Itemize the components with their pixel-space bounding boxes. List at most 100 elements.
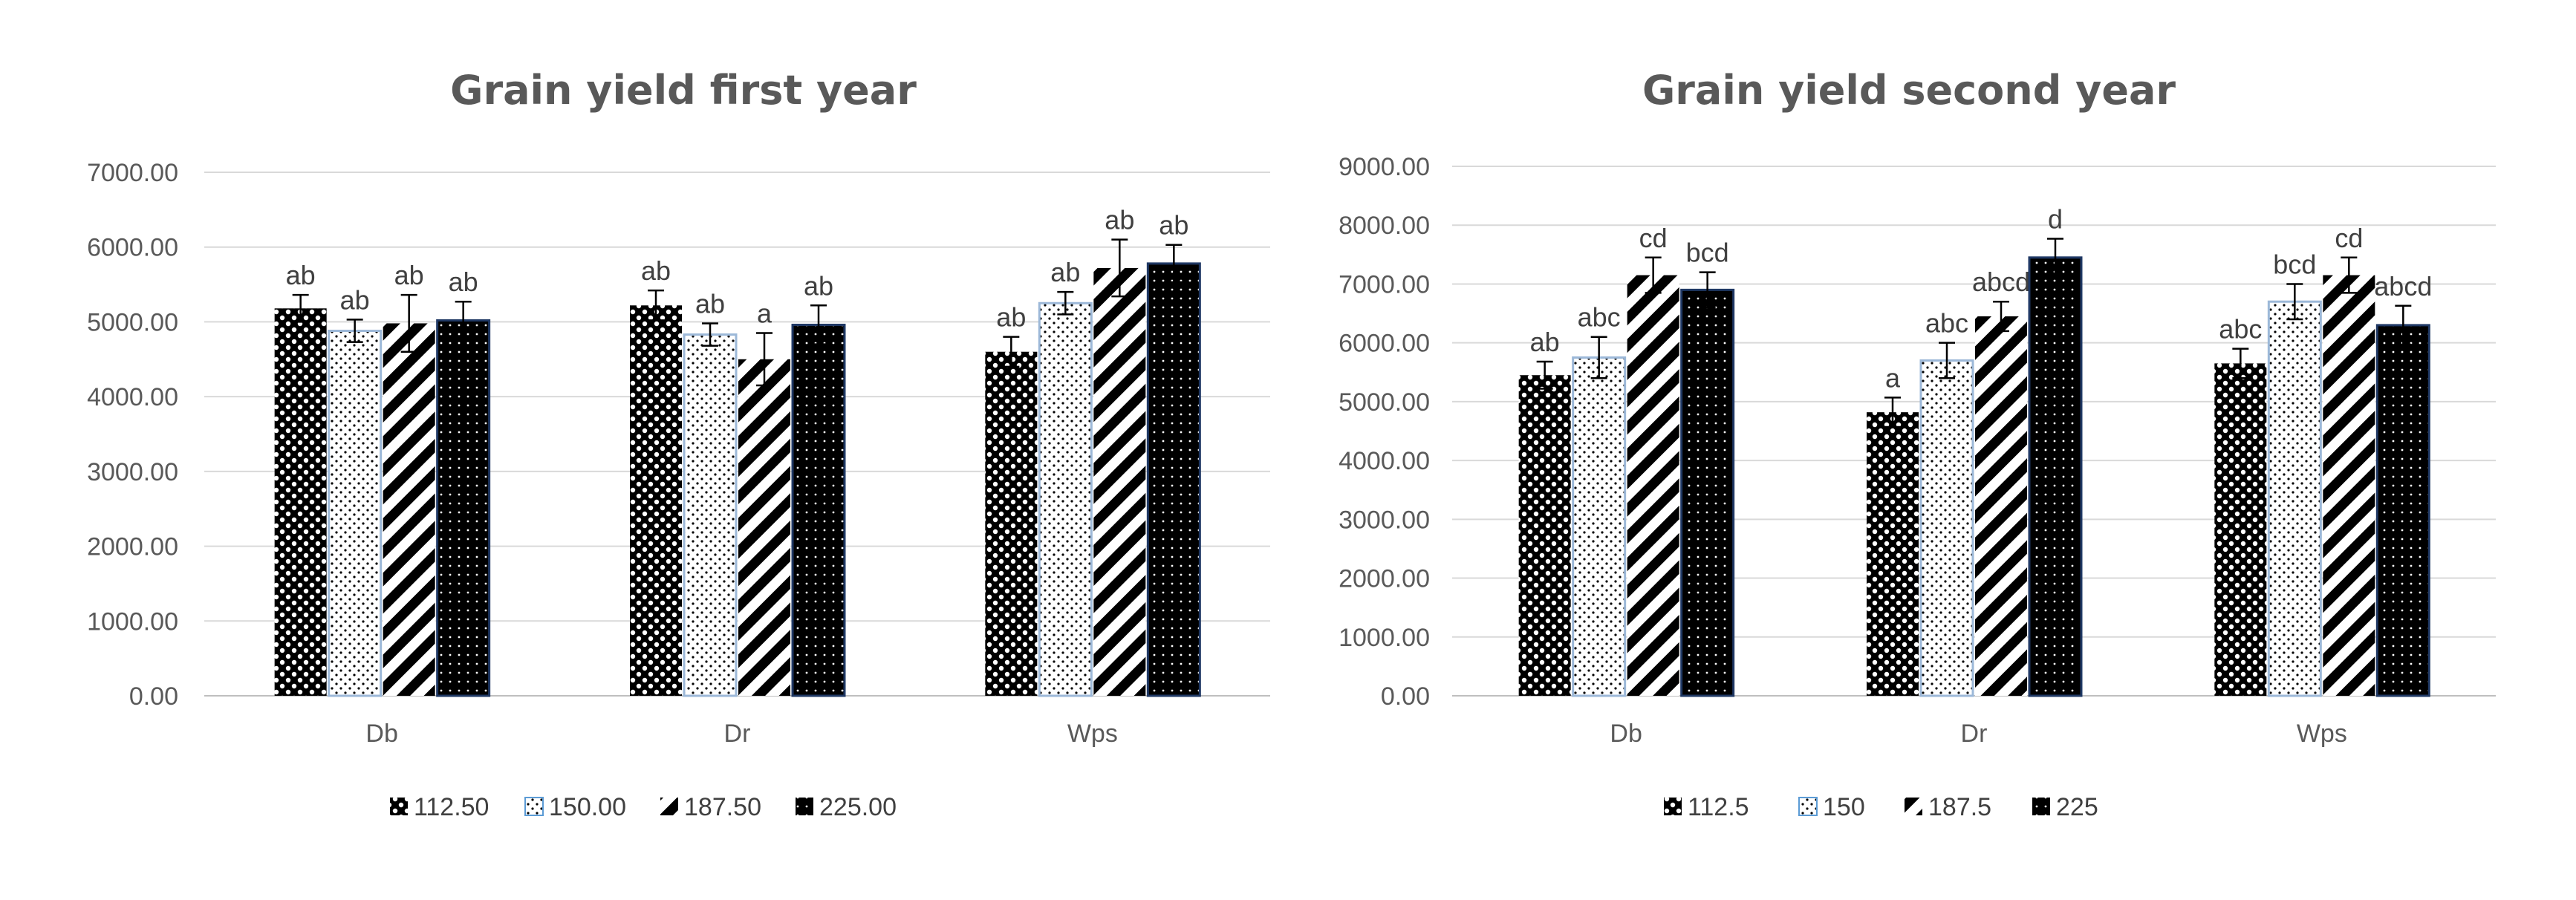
bar <box>1680 288 1735 697</box>
significance-label: ab <box>996 302 1026 333</box>
y-tick-label: 2000.00 <box>1339 565 1430 593</box>
bar <box>1975 316 2027 696</box>
y-tick-label: 6000.00 <box>1339 330 1430 358</box>
significance-label: a <box>757 299 773 329</box>
legend-label: 112.5 <box>1688 793 1749 821</box>
x-tick-label: Dr <box>1961 720 1988 748</box>
legend-label: 112.50 <box>414 793 489 821</box>
legend-swatch <box>1664 798 1682 815</box>
significance-label: d <box>2048 203 2063 234</box>
legend-label: 187.5 <box>1928 793 1991 821</box>
legend-swatch <box>390 798 408 815</box>
x-axis-categories: Db Dr Wps <box>365 720 1117 748</box>
bar <box>1093 267 1146 696</box>
chart-title: Grain yield first year <box>450 67 917 114</box>
y-tick-label: 4000.00 <box>1339 447 1430 475</box>
bar <box>1627 275 1679 696</box>
significance-label: ab <box>286 260 316 290</box>
legend-label: 187.50 <box>684 793 761 821</box>
significance-label: ab <box>804 270 833 301</box>
y-axis-ticks: 0.00 1000.00 2000.00 3000.00 4000.00 5000.00 6… <box>1339 153 1430 711</box>
y-tick-label: 9000.00 <box>1339 153 1430 181</box>
legend-swatch <box>660 798 678 815</box>
x-axis-categories: Db Dr Wps <box>1610 720 2346 748</box>
significance-label: ab <box>1159 210 1188 241</box>
y-tick-label: 7000.00 <box>1339 270 1430 299</box>
y-tick-label: 1000.00 <box>87 607 178 636</box>
significance-label: abc <box>1925 308 1968 339</box>
bar <box>1867 412 1919 696</box>
y-tick-label: 4000.00 <box>87 383 178 411</box>
y-tick-label: 2000.00 <box>87 533 178 561</box>
significance-label: cd <box>1639 223 1668 253</box>
bar <box>436 319 491 697</box>
y-tick-label: 3000.00 <box>1339 506 1430 534</box>
y-tick-label: 5000.00 <box>87 308 178 336</box>
bar <box>1038 301 1093 697</box>
bar <box>683 333 738 697</box>
bar <box>2323 275 2375 696</box>
legend-swatch <box>2032 798 2050 815</box>
y-tick-label: 5000.00 <box>1339 388 1430 417</box>
y-tick-label: 7000.00 <box>87 159 178 187</box>
legend-swatch <box>1798 797 1818 816</box>
legend-label: 150 <box>1823 793 1865 821</box>
bar <box>2214 363 2267 696</box>
significance-label: a <box>1885 362 1901 393</box>
bar <box>2267 300 2322 697</box>
bar <box>738 359 790 696</box>
legend-swatch <box>1905 798 1922 815</box>
y-tick-label: 6000.00 <box>87 234 178 262</box>
significance-label: abcd <box>2374 271 2432 301</box>
bar <box>630 305 682 696</box>
significance-label: ab <box>641 255 671 286</box>
y-axis-ticks: 0.00 1000.00 2000.00 3000.00 4000.00 5000.00 6… <box>87 159 178 711</box>
significance-label: bcd <box>2273 249 2316 279</box>
x-tick-label: Wps <box>2297 720 2347 748</box>
chart-second-year: Grain yield second year 0.00 1000.00 2000.… <box>1339 67 2496 821</box>
bar <box>2028 256 2083 697</box>
y-tick-label: 8000.00 <box>1339 212 1430 240</box>
y-tick-label: 0.00 <box>1381 682 1430 711</box>
x-tick-label: Db <box>1610 720 1642 748</box>
bar <box>1572 356 1627 697</box>
bar <box>328 330 383 697</box>
significance-label: abc <box>2219 314 2262 345</box>
x-tick-label: Db <box>365 720 397 748</box>
significance-label: ab <box>1530 327 1560 357</box>
x-tick-label: Dr <box>724 720 751 748</box>
significance-label: ab <box>1050 257 1080 287</box>
bar <box>383 323 435 696</box>
legend: 112.50 150.00 187.50 225.00 <box>390 793 897 821</box>
significance-label: ab <box>1105 205 1134 235</box>
significance-label: abcd <box>1972 267 2030 297</box>
legend-label: 225.00 <box>819 793 897 821</box>
y-tick-label: 1000.00 <box>1339 624 1430 652</box>
significance-label: ab <box>340 284 370 315</box>
y-tick-label: 3000.00 <box>87 458 178 486</box>
x-tick-label: Wps <box>1067 720 1118 748</box>
significance-label: ab <box>394 260 424 290</box>
bar <box>791 323 846 697</box>
significance-label: bcd <box>1686 238 1729 268</box>
significance-label: abc <box>1578 302 1621 333</box>
y-tick-label: 0.00 <box>129 682 178 711</box>
chart-title: Grain yield second year <box>1642 67 2176 114</box>
bar <box>985 351 1038 696</box>
significance-label: cd <box>2335 223 2363 253</box>
legend-swatch <box>796 798 813 815</box>
significance-label: ab <box>449 267 478 297</box>
legend: 112.5 150 187.5 225 <box>1664 793 2098 821</box>
bar <box>2375 324 2430 697</box>
bar <box>1518 375 1571 696</box>
bar <box>274 308 327 696</box>
significance-label: ab <box>695 288 725 319</box>
legend-label: 225 <box>2056 793 2098 821</box>
legend-swatch <box>524 797 544 816</box>
bar <box>1146 262 1201 697</box>
chart-first-year: Grain yield first year 0.00 1000.00 2000.0… <box>87 67 1270 821</box>
bar <box>1919 359 1974 697</box>
